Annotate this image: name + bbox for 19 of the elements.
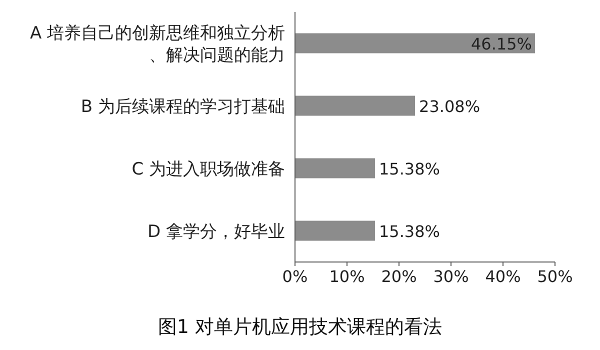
data-label: 15.38%: [378, 159, 440, 178]
y-tick-label: B 为后续课程的学习打基础: [80, 96, 285, 117]
y-tick-label: C 为进入职场做准备: [132, 159, 285, 180]
bar: [295, 96, 416, 116]
x-tick-label: 50%: [537, 267, 573, 286]
bar: [295, 220, 375, 241]
y-tick-label: D 拿学分，好毕业: [148, 222, 285, 242]
x-tick-label: 10%: [329, 267, 365, 286]
x-tick-label: 40%: [485, 267, 521, 286]
x-tick-label: 0%: [282, 267, 308, 286]
x-tick-label: 30%: [433, 267, 469, 286]
text: 图1 对单片机应用技术课程的看法: [158, 316, 442, 338]
bar: [295, 158, 375, 178]
bar: [295, 33, 535, 54]
data-label: 15.38%: [378, 222, 440, 241]
x-tick-label: 20%: [381, 267, 417, 286]
y-tick-label: A 培养自己的创新思维和独立分析、解决问题的能力: [30, 23, 285, 66]
data-label: 46.15%: [470, 34, 532, 54]
data-label: 23.08%: [419, 96, 480, 116]
